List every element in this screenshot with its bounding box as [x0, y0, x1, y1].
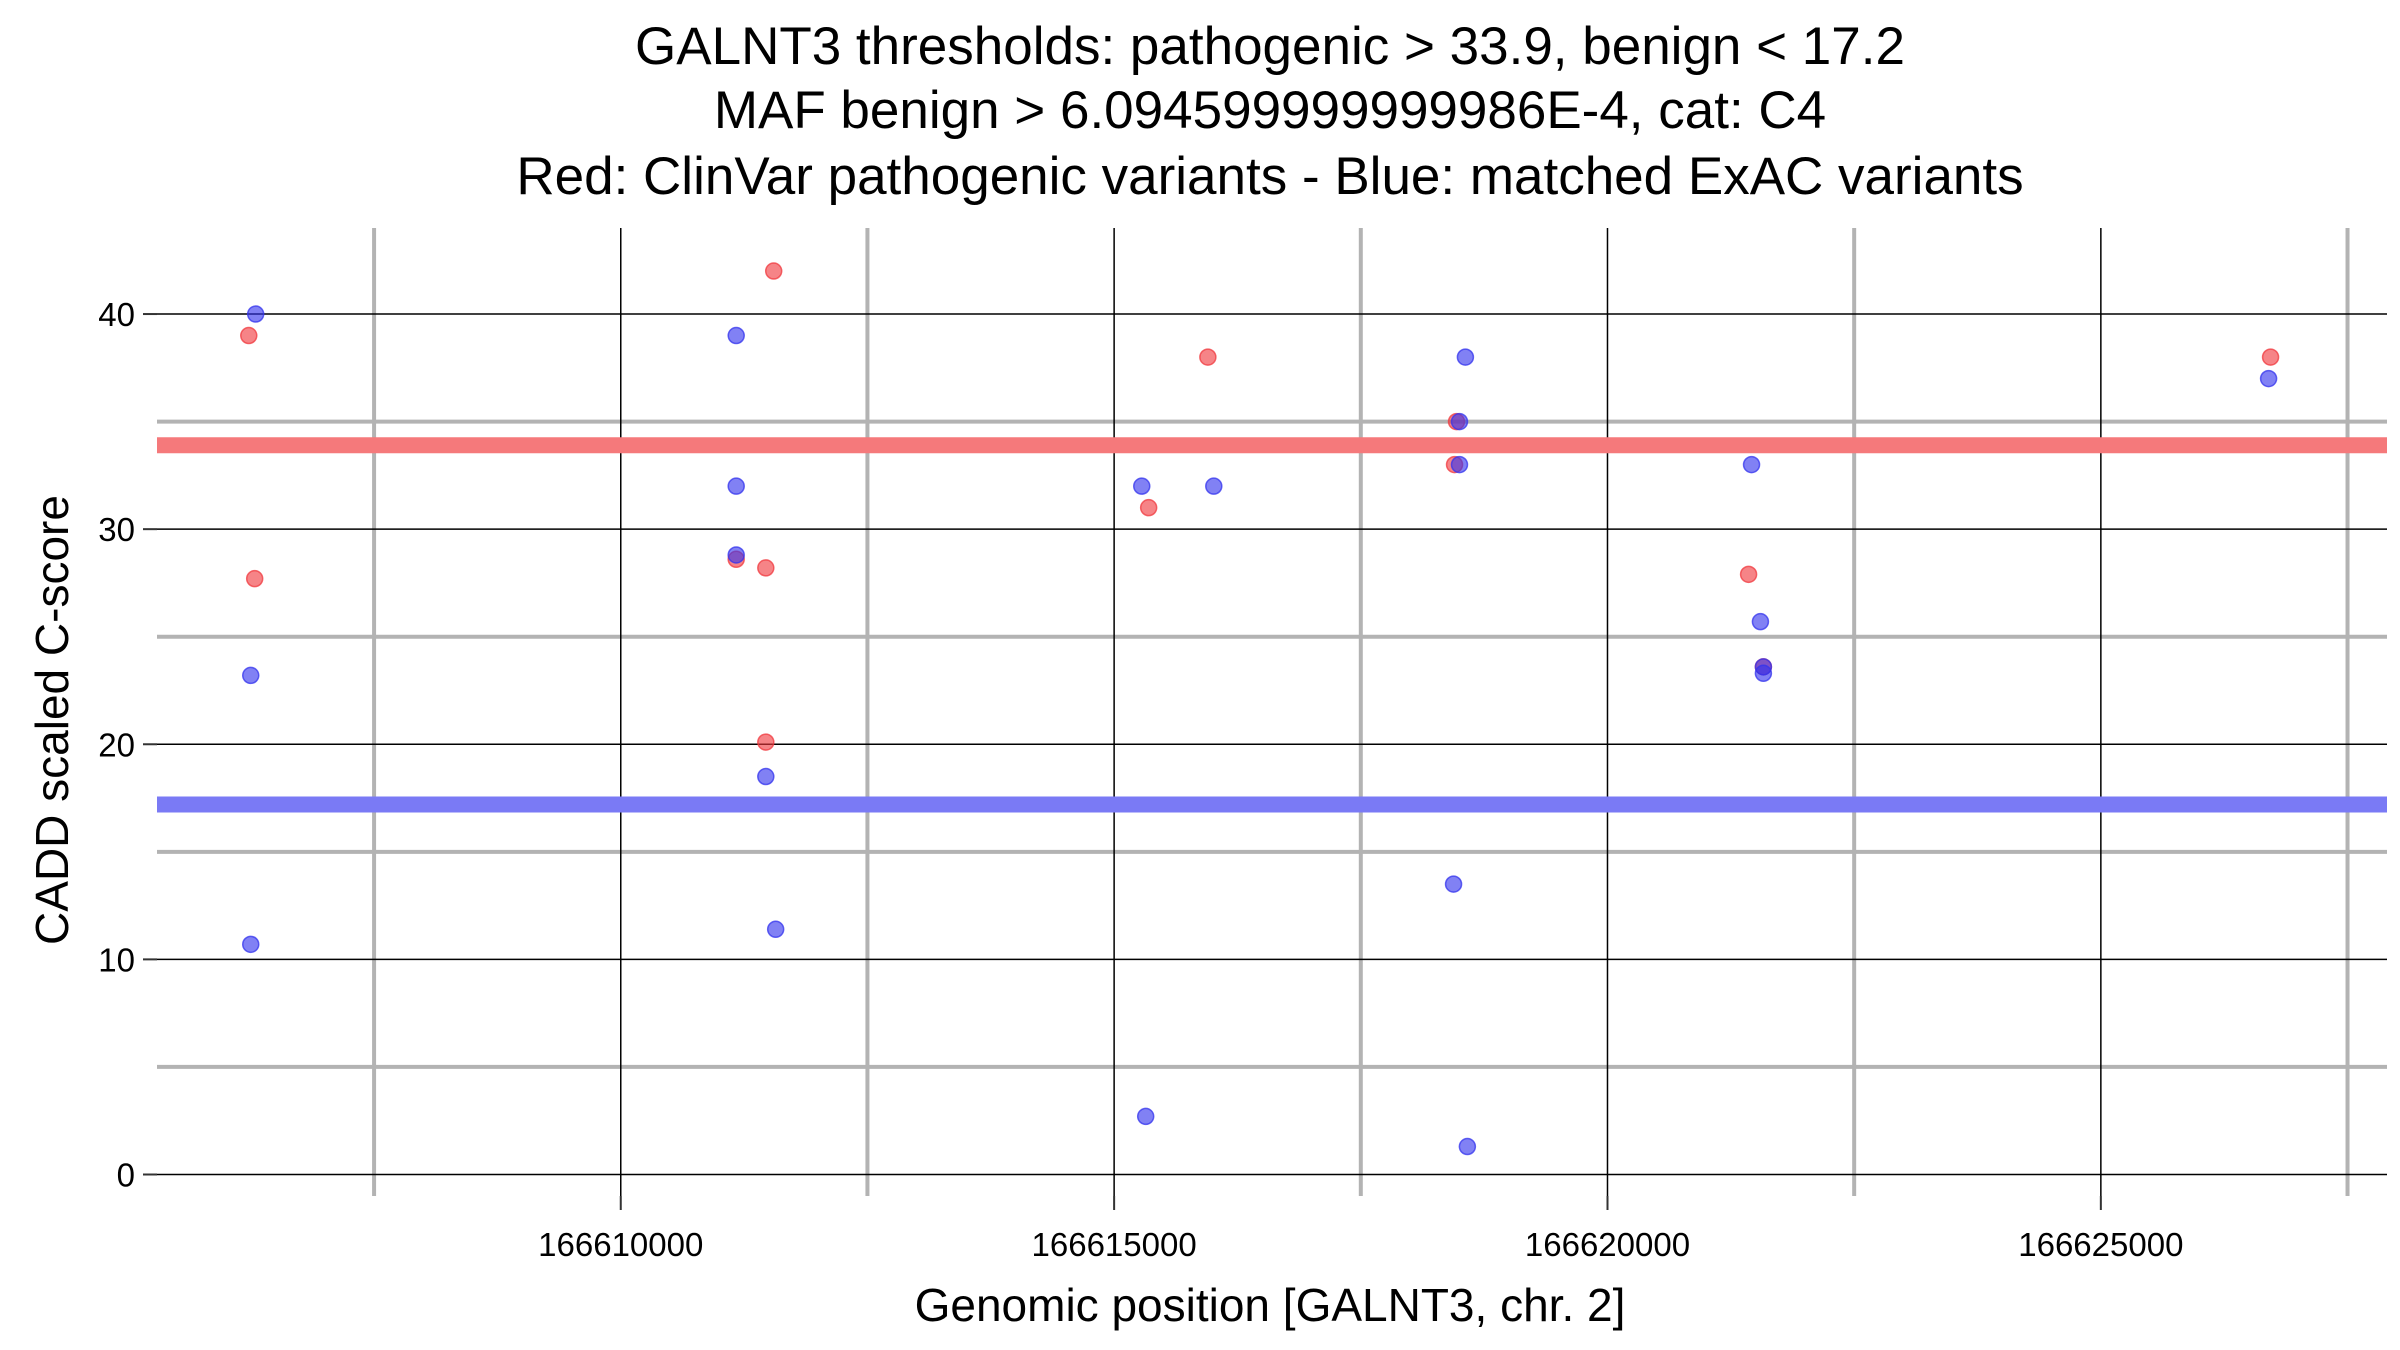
benign-variant-point — [1754, 658, 1773, 676]
y-tick-label: 40 — [98, 296, 135, 333]
benign-variant-point — [766, 920, 785, 939]
pathogenic-variant-point — [240, 326, 258, 345]
benign-variant-point — [1136, 1107, 1155, 1126]
grid-layer — [157, 228, 2387, 1196]
x-tick-label: 166620000 — [1525, 1226, 1690, 1263]
benign-variant-point — [1133, 477, 1151, 495]
benign-variant-point — [1742, 455, 1761, 474]
x-tick-label: 166610000 — [538, 1226, 703, 1263]
pathogenic-variant-point — [2261, 348, 2280, 366]
benign-variant-point — [1458, 1137, 1477, 1156]
axis-layer: 0 10 20 30 40 166610000 166615000 166620000 1666… — [98, 296, 2183, 1263]
x-tick-label: 166625000 — [2018, 1226, 2183, 1263]
title-line-2: MAF benign > 6.094599999999986E-4, cat: … — [714, 81, 1826, 140]
threshold-layer — [157, 437, 2387, 813]
pathogenic-variant-point — [757, 559, 775, 577]
benign-variant-point — [1450, 455, 1469, 474]
benign-variant-point — [1450, 412, 1469, 431]
benign-variant-point — [1751, 612, 1770, 631]
benign-variant-point — [1205, 477, 1223, 495]
benign-variant-point — [241, 935, 260, 954]
pathogenic-variant-point — [1199, 348, 1217, 366]
benign-variant-point — [727, 546, 745, 564]
benign-variant-point — [2259, 369, 2278, 388]
x-tick-label: 166615000 — [1032, 1226, 1197, 1263]
benign-variant-point — [241, 666, 260, 685]
benign-variant-point — [727, 326, 745, 345]
y-tick-label: 30 — [98, 511, 135, 548]
pathogenic-variant-point — [757, 733, 775, 751]
benign-variant-point — [757, 767, 775, 786]
pathogenic-variant-point — [764, 262, 783, 280]
chart-title: GALNT3 thresholds: pathogenic > 33.9, be… — [516, 17, 2023, 206]
y-axis-title: CADD scaled C-score — [26, 495, 78, 945]
benign-variant-point — [727, 477, 745, 495]
points-layer — [240, 262, 2280, 1156]
pathogenic-variant-point — [245, 569, 264, 588]
pathogenic-variant-point — [1139, 498, 1158, 517]
x-axis-title: Genomic position [GALNT3, chr. 2] — [915, 1279, 1626, 1331]
y-tick-label: 0 — [117, 1156, 135, 1193]
benign-variant-point — [1456, 348, 1475, 366]
title-line-3: Red: ClinVar pathogenic variants - Blue:… — [516, 147, 2023, 206]
y-tick-label: 10 — [98, 941, 135, 978]
benign-variant-point — [1444, 875, 1463, 893]
pathogenic-variant-point — [1739, 565, 1758, 584]
title-line-1: GALNT3 thresholds: pathogenic > 33.9, be… — [635, 17, 1905, 76]
y-tick-label: 20 — [98, 726, 135, 763]
benign-variant-point — [246, 305, 265, 323]
